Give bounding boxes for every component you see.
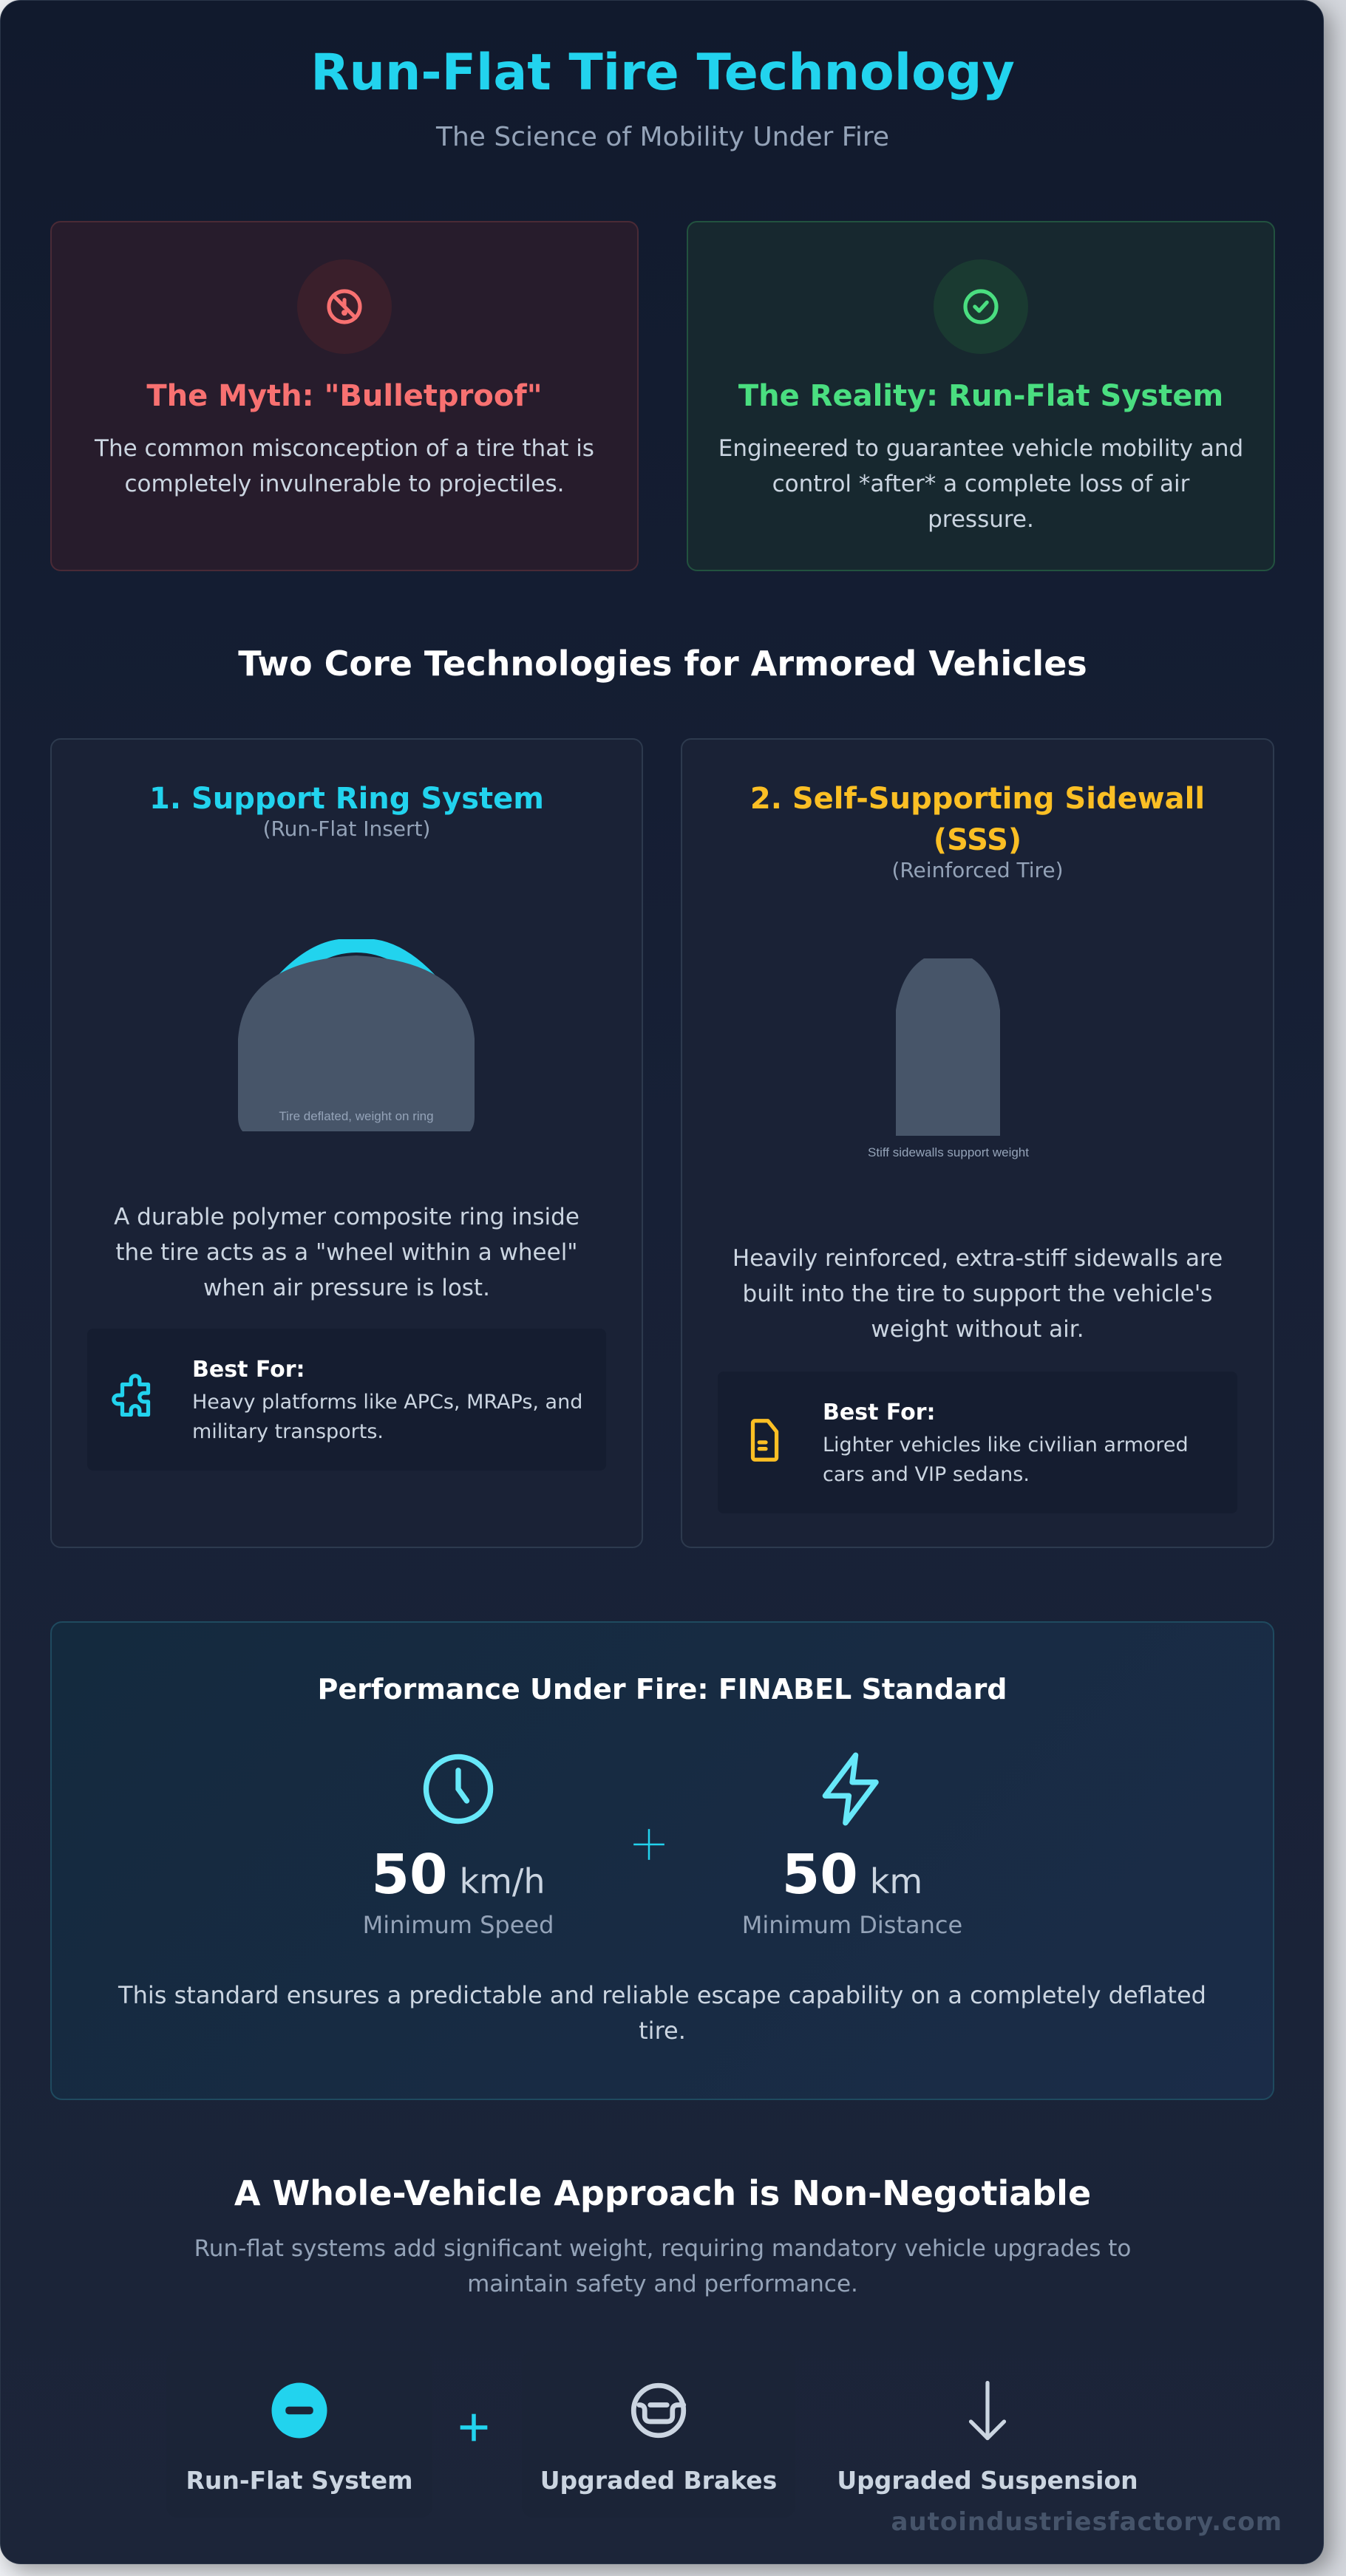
component-label: Upgraded Brakes bbox=[540, 2466, 778, 2495]
whole-vehicle-title: A Whole-Vehicle Approach is Non-Negotiab… bbox=[234, 2173, 1092, 2213]
reality-card: The Reality: Run-Flat System Engineered … bbox=[687, 221, 1275, 571]
brake-icon bbox=[630, 2382, 687, 2439]
tire-with-ring-diagram: Tire deflated, weight on ring bbox=[238, 938, 475, 1137]
tech-description: A durable polymer composite ring inside … bbox=[114, 1204, 579, 1301]
finabel-heading: Performance Under Fire: FINABEL Standard bbox=[317, 1673, 1007, 1706]
stat-value: 50 bbox=[781, 1843, 858, 1907]
best-for-text: Heavy platforms like APCs, MRAPs, and mi… bbox=[192, 1391, 583, 1443]
stat-value: 50 bbox=[371, 1843, 448, 1907]
reality-icon-badge bbox=[934, 259, 1028, 354]
stat-minimum-speed: 50 km/h Minimum Speed bbox=[318, 1748, 599, 1939]
diagram-caption: Tire deflated, weight on ring bbox=[279, 1109, 433, 1123]
component-label: Upgraded Suspension bbox=[837, 2466, 1138, 2495]
component-run-flat-system: Run-Flat System bbox=[166, 2351, 432, 2518]
lightning-icon bbox=[822, 1752, 879, 1826]
prohibited-icon bbox=[327, 289, 362, 324]
plus-icon bbox=[633, 1829, 664, 1860]
stat-unit: km/h bbox=[459, 1861, 545, 1901]
diagram-caption: Stiff sidewalls support weight bbox=[868, 1145, 1029, 1159]
myth-description: The common misconception of a tire that … bbox=[95, 435, 594, 497]
whole-vehicle-subtitle: Run-flat systems add significant weight,… bbox=[194, 2235, 1132, 2297]
component-label: Run-Flat System bbox=[186, 2466, 413, 2495]
sidewall-diagram: Stiff sidewalls support weight bbox=[682, 958, 1273, 1165]
tech-subheading: (Reinforced Tire) bbox=[891, 858, 1064, 882]
support-ring-card: 1. Support Ring System (Run-Flat Insert)… bbox=[50, 738, 643, 1548]
reinforced-tire-diagram: Stiff sidewalls support weight bbox=[868, 958, 1029, 1159]
infographic-page: Run-Flat Tire Technology The Science of … bbox=[0, 0, 1324, 2564]
stat-unit: km bbox=[869, 1861, 923, 1901]
plus-icon bbox=[460, 2413, 488, 2442]
minus-circle-icon bbox=[271, 2382, 327, 2439]
check-circle-icon bbox=[963, 289, 999, 324]
myth-icon-badge bbox=[297, 259, 392, 354]
finabel-note: This standard ensures a predictable and … bbox=[118, 1981, 1206, 2045]
reality-heading: The Reality: Run-Flat System bbox=[738, 379, 1224, 413]
stat-label: Minimum Speed bbox=[362, 1911, 554, 1939]
page-subtitle: The Science of Mobility Under Fire bbox=[435, 122, 889, 152]
tech-heading: 2. Self-Supporting Sidewall (SSS) bbox=[750, 782, 1206, 857]
best-for-box: Best For: Lighter vehicles like civilian… bbox=[718, 1372, 1237, 1513]
best-for-text: Lighter vehicles like civilian armored c… bbox=[823, 1434, 1189, 1486]
myth-heading: The Myth: "Bulletproof" bbox=[146, 379, 543, 413]
self-supporting-sidewall-card: 2. Self-Supporting Sidewall (SSS) (Reinf… bbox=[681, 738, 1274, 1548]
page-title: Run-Flat Tire Technology bbox=[310, 44, 1015, 102]
myth-card: The Myth: "Bulletproof" The common misco… bbox=[50, 221, 639, 571]
finabel-standard-panel: Performance Under Fire: FINABEL Standard… bbox=[50, 1621, 1274, 2100]
tech-description: Heavily reinforced, extra-stiff sidewall… bbox=[732, 1245, 1223, 1343]
tech-heading: 1. Support Ring System bbox=[149, 782, 544, 816]
reality-description: Engineered to guarantee vehicle mobility… bbox=[718, 435, 1244, 533]
component-upgraded-suspension: Upgraded Suspension bbox=[818, 2351, 1158, 2518]
technologies-section-title: Two Core Technologies for Armored Vehicl… bbox=[238, 644, 1087, 684]
watermark: autoindustriesfactory.com bbox=[891, 2507, 1282, 2537]
clock-icon bbox=[423, 1754, 494, 1824]
best-for-box: Best For: Heavy platforms like APCs, MRA… bbox=[87, 1329, 606, 1471]
best-for-label: Best For: bbox=[823, 1400, 936, 1425]
puzzle-icon bbox=[112, 1374, 151, 1417]
support-ring-diagram: Tire deflated, weight on ring bbox=[52, 938, 642, 1137]
component-upgraded-brakes: Upgraded Brakes bbox=[522, 2351, 795, 2518]
document-icon bbox=[750, 1419, 779, 1462]
stat-minimum-distance: 50 km Minimum Distance bbox=[712, 1748, 993, 1939]
best-for-label: Best For: bbox=[192, 1357, 305, 1383]
stat-label: Minimum Distance bbox=[741, 1911, 963, 1939]
arrow-down-icon bbox=[968, 2380, 1007, 2441]
tech-subheading: (Run-Flat Insert) bbox=[262, 817, 431, 841]
